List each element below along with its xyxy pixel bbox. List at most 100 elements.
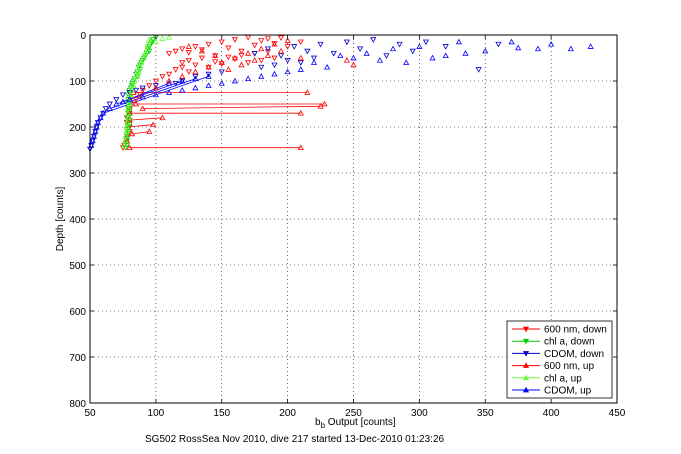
y-tick-label: 0 [80,31,86,42]
data-point [165,77,173,84]
legend-marker [522,326,530,333]
data-point [198,47,206,54]
x-tick-label: 400 [543,408,560,419]
data-point [317,41,324,48]
y-axis-label: Depth [counts] [55,187,66,252]
data-point [324,63,331,70]
data-point [146,83,153,89]
data-point [548,40,555,47]
data-point [152,38,159,45]
data-point [238,52,245,59]
spike-line [132,131,150,135]
data-point [192,68,199,75]
data-point [139,87,146,94]
data-point [264,46,271,53]
data-point [284,37,291,43]
data-point [508,38,515,45]
data-point [93,123,100,130]
data-point [113,100,120,107]
data-point [389,45,397,52]
data-point [90,132,98,139]
data-point [192,84,199,91]
data-point [370,37,377,43]
data-point [89,137,96,144]
data-point [152,83,159,89]
data-point [238,61,245,68]
data-point [165,34,173,40]
data-point [330,51,337,57]
data-point [205,73,212,79]
data-point [297,39,304,46]
x-tick-label: 100 [148,408,165,419]
data-point [100,109,107,116]
data-point [297,144,304,151]
legend-entry-label: chl a, down [544,337,595,348]
data-point [277,53,285,59]
y-tick-label: 400 [69,215,86,226]
legend-marker [522,386,530,393]
data-point [321,100,328,107]
data-point [126,100,133,107]
data-point [185,43,192,49]
data-points [86,34,594,153]
y-axis-ticks: 0 100 200 300 400 500 600 700 800 [69,31,617,410]
data-point [245,50,252,56]
data-point [152,84,159,91]
data-point [225,45,232,52]
y-tick-label: 500 [69,261,86,272]
data-point [271,62,278,69]
data-point [271,55,278,62]
data-point [150,121,157,128]
data-point [231,54,239,61]
y-tick-label: 600 [69,307,86,318]
legend-marker [522,338,530,345]
data-point [482,47,489,54]
data-point [165,80,173,86]
data-point [165,51,173,57]
data-point [205,71,212,78]
data-point [142,50,149,56]
legend-marker [522,351,530,357]
x-axis-label-rest: Output [counts] [325,417,396,428]
data-point [172,80,179,87]
data-point [143,45,150,52]
data-point [297,54,304,61]
y-tick-label: 200 [69,123,86,134]
data-point [271,70,278,77]
data-point [127,91,134,98]
data-point [357,46,364,53]
data-point [225,54,232,61]
data-point [185,69,192,76]
data-point [133,100,140,107]
data-point [277,47,285,54]
data-point [122,137,129,144]
data-point [284,57,291,64]
data-point [138,59,145,65]
data-point [475,67,482,73]
data-point [159,35,166,41]
data-point [159,114,166,121]
data-point [102,106,109,112]
x-tick-label: 250 [345,408,362,419]
data-point [258,64,265,71]
legend-entry-label: 600 nm, down [544,325,607,336]
data-point [304,48,311,55]
data-point [225,66,232,72]
data-point [231,77,239,84]
legend-marker [522,374,530,381]
data-point [350,61,357,68]
legend-entry-label: 600 nm, up [544,361,594,372]
x-tick-label: 350 [477,408,494,419]
y-tick-label: 300 [69,169,86,180]
data-point [310,55,318,62]
x-axis-label-subscript: b [321,421,326,430]
data-point [245,60,252,66]
data-point [106,105,113,111]
data-point [304,89,311,95]
data-point [198,47,206,53]
data-point [146,36,153,42]
data-point [94,119,101,125]
data-point [146,128,153,134]
